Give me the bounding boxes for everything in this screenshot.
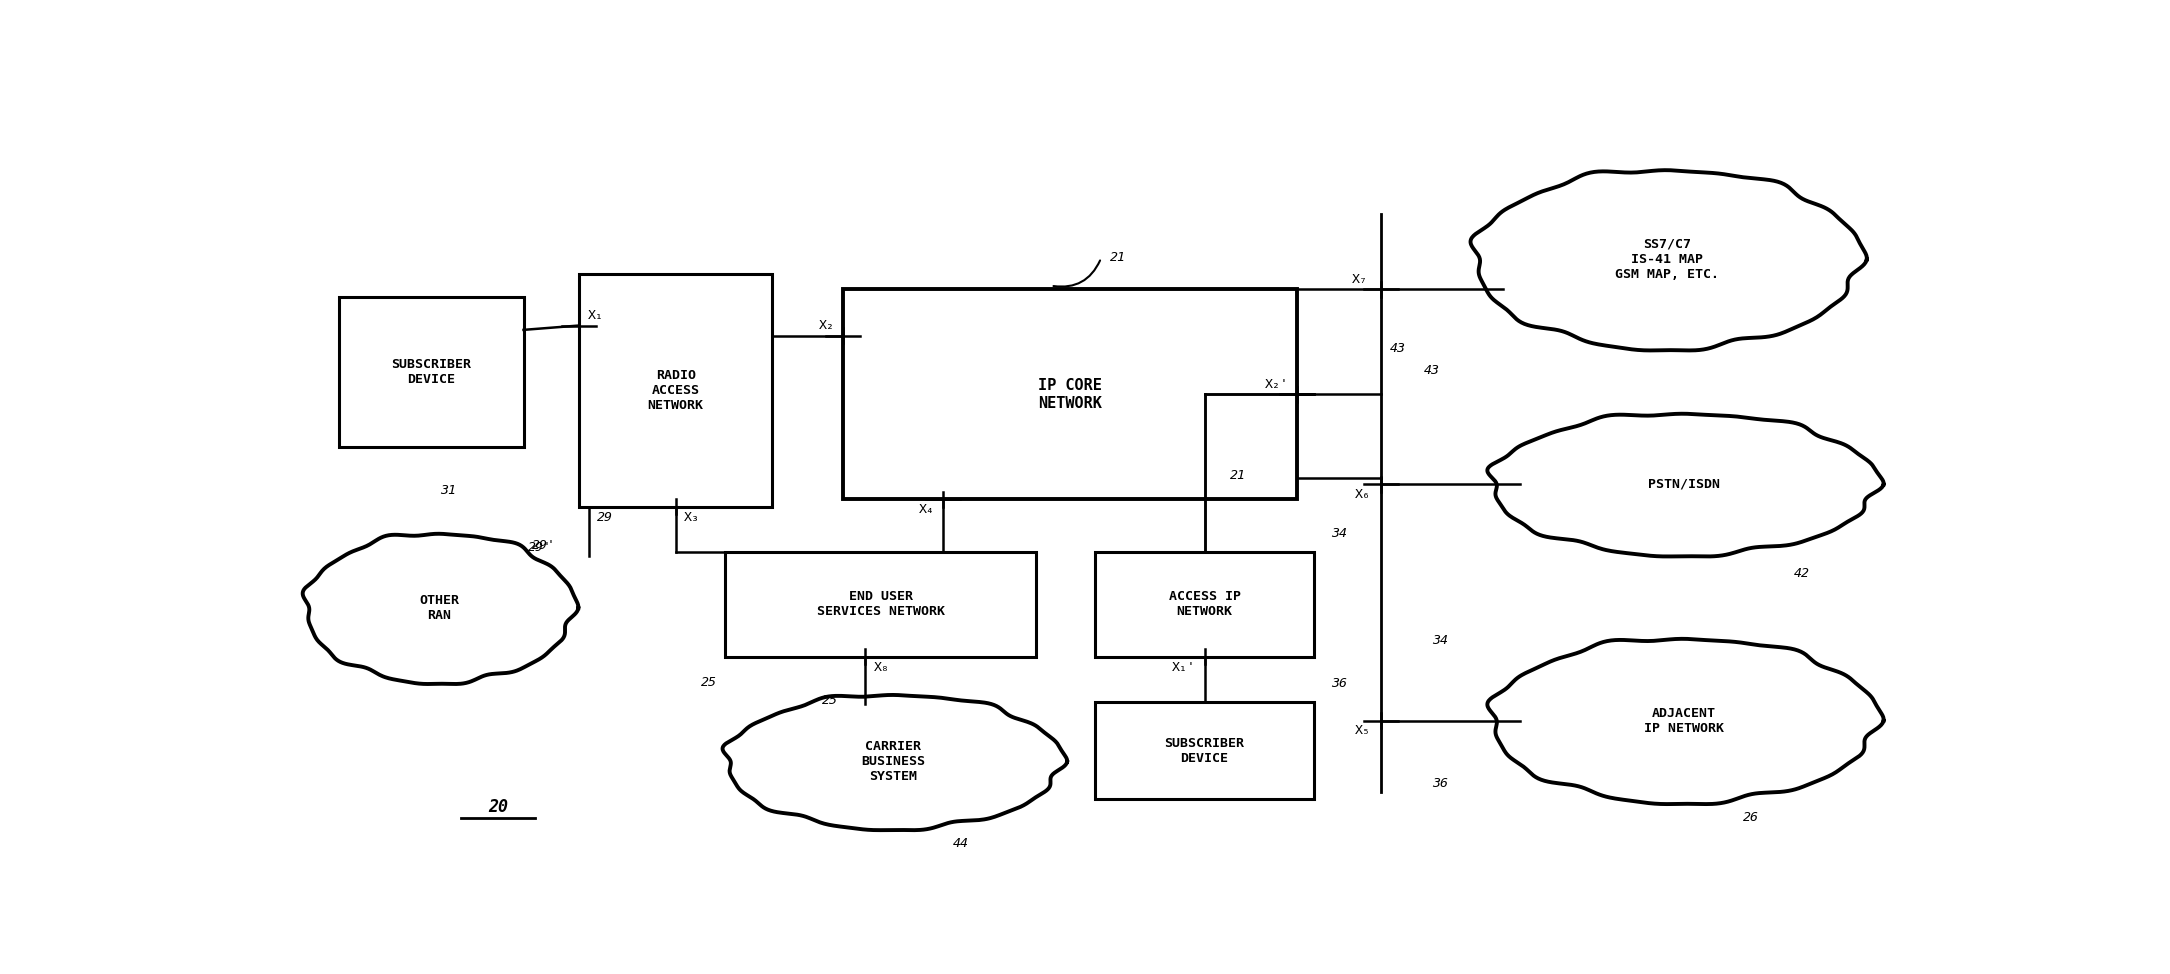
Text: 21: 21 xyxy=(1230,469,1246,482)
Text: OTHER
RAN: OTHER RAN xyxy=(419,594,460,622)
Text: 25: 25 xyxy=(701,676,716,689)
Text: 20: 20 xyxy=(488,798,508,816)
Text: 43: 43 xyxy=(1389,342,1406,355)
Text: 25: 25 xyxy=(822,694,838,707)
Text: IP CORE
NETWORK: IP CORE NETWORK xyxy=(1037,378,1102,411)
Text: 34: 34 xyxy=(1330,527,1348,540)
Text: 34: 34 xyxy=(1432,634,1447,648)
Text: X₁: X₁ xyxy=(588,309,603,321)
Text: X₄: X₄ xyxy=(918,504,935,516)
Text: 42: 42 xyxy=(1795,567,1810,580)
Text: 29': 29' xyxy=(532,539,556,552)
FancyBboxPatch shape xyxy=(1096,702,1313,800)
Text: 36: 36 xyxy=(1330,677,1348,690)
Text: 31: 31 xyxy=(441,484,456,498)
Text: ADJACENT
IP NETWORK: ADJACENT IP NETWORK xyxy=(1645,706,1723,734)
Text: END USER
SERVICES NETWORK: END USER SERVICES NETWORK xyxy=(816,590,944,618)
Text: 26: 26 xyxy=(1743,810,1760,824)
Text: SS7/C7
IS-41 MAP
GSM MAP, ETC.: SS7/C7 IS-41 MAP GSM MAP, ETC. xyxy=(1614,238,1719,281)
FancyBboxPatch shape xyxy=(1096,552,1313,656)
FancyBboxPatch shape xyxy=(725,552,1037,656)
Text: X₁': X₁' xyxy=(1172,660,1196,674)
Polygon shape xyxy=(1486,639,1884,805)
Text: RADIO
ACCESS
NETWORK: RADIO ACCESS NETWORK xyxy=(647,369,703,412)
FancyBboxPatch shape xyxy=(842,289,1298,500)
Polygon shape xyxy=(302,534,579,684)
Text: X₂': X₂' xyxy=(1265,378,1289,391)
Polygon shape xyxy=(1471,170,1866,351)
Text: 36: 36 xyxy=(1432,777,1447,790)
Polygon shape xyxy=(723,695,1068,830)
Text: 43: 43 xyxy=(1424,364,1439,377)
Text: X₈: X₈ xyxy=(875,660,890,674)
Text: 29: 29 xyxy=(597,510,614,524)
Text: X₇: X₇ xyxy=(1352,273,1367,285)
FancyBboxPatch shape xyxy=(579,275,773,506)
Text: 21: 21 xyxy=(1109,251,1126,264)
Text: X₃: X₃ xyxy=(684,510,701,524)
Text: 44: 44 xyxy=(953,837,968,850)
Text: X₆: X₆ xyxy=(1354,488,1371,501)
Text: PSTN/ISDN: PSTN/ISDN xyxy=(1647,478,1721,491)
Text: X₂: X₂ xyxy=(818,318,835,332)
Polygon shape xyxy=(1486,414,1884,556)
Text: SUBSCRIBER
DEVICE: SUBSCRIBER DEVICE xyxy=(1165,736,1246,765)
Text: 29': 29' xyxy=(527,541,553,553)
Text: X₅: X₅ xyxy=(1354,725,1371,737)
Text: ACCESS IP
NETWORK: ACCESS IP NETWORK xyxy=(1170,590,1241,618)
Text: CARRIER
BUSINESS
SYSTEM: CARRIER BUSINESS SYSTEM xyxy=(861,740,924,783)
FancyBboxPatch shape xyxy=(339,297,523,447)
Text: SUBSCRIBER
DEVICE: SUBSCRIBER DEVICE xyxy=(391,357,471,386)
